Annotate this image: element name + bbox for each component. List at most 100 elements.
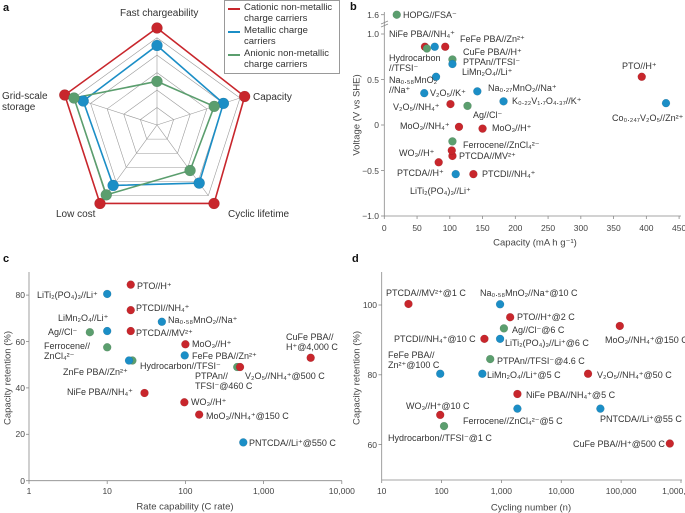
point-label-c: LiMn₂O₄//Li⁺ xyxy=(58,313,109,323)
point-label-c: LiTi₂(PO₄)₃//Li⁺ xyxy=(37,290,98,300)
data-point-b-cationic xyxy=(446,99,455,109)
y-axis-title-d: Capacity retention (%) xyxy=(351,331,363,425)
point-label-b: Hydrocarbon //TFSI⁻ xyxy=(389,53,441,73)
point-label-c: PTPAn// TFSI⁻@460 C xyxy=(195,371,253,391)
y-tick-label-b: 1.6 xyxy=(367,9,379,20)
legend-label: Metallic charge carriers xyxy=(244,25,308,47)
point-label-b: Na₀.₅₈MnO₂ //Na⁺ xyxy=(389,75,438,95)
point-label-b: K₀.₂₂V₁.₇O₄.₃₇//K⁺ xyxy=(512,96,582,106)
radar-point-cationic xyxy=(151,22,163,34)
data-point-d-cationic xyxy=(513,389,522,399)
point-label-d: CuFe PBA//H⁺@500 C xyxy=(573,439,665,449)
data-point-b-anionic xyxy=(448,137,457,146)
x-tick-label-b: 300 xyxy=(573,223,588,233)
point-label-b: LiMn₂O₄//Li⁺ xyxy=(462,67,513,77)
point-label-b: PTCDI//NH₄⁺ xyxy=(482,169,536,179)
data-point-d-anionic xyxy=(499,324,509,333)
point-label-b: PTO//H⁺ xyxy=(622,61,657,71)
y-tick-label-b: 0.5 xyxy=(367,74,379,85)
radar-axis-grid-scale-storage: Grid-scale storage xyxy=(2,91,48,113)
point-label-c: Na₀.₅₈MnO₂//Na⁺ xyxy=(168,315,238,325)
x-tick-label-c: 10,000 xyxy=(328,486,355,496)
radar-point-anionic xyxy=(68,92,80,104)
data-point-b-anionic xyxy=(392,10,401,19)
x-tick-label-b: 250 xyxy=(540,223,556,233)
axis-break-mark xyxy=(380,23,389,28)
radar-grid-ring xyxy=(73,37,241,196)
point-label-c: V₂O₅//NH₄⁺@500 C xyxy=(245,371,325,381)
radar-axis-cyclic-lifetime: Cyclic lifetime xyxy=(228,209,290,220)
x-tick-label-d: 1,000,000 xyxy=(662,486,685,496)
radar-grid-ring xyxy=(106,72,208,168)
data-point-c-cationic xyxy=(140,388,149,398)
y-tick-label-d: 60 xyxy=(367,439,377,450)
y-tick-label-c: 60 xyxy=(15,336,25,347)
x-axis-title-b: Capacity (mA h g⁻¹) xyxy=(493,237,577,249)
point-label-c: MoO₃//H⁺ xyxy=(192,339,232,349)
radar-point-anionic xyxy=(100,189,113,201)
data-point-d-cationic xyxy=(665,439,675,448)
data-point-c-cationic xyxy=(306,353,315,362)
x-tick-label-b: 350 xyxy=(606,223,621,233)
data-point-c-metallic xyxy=(239,438,248,447)
point-label-c: PTCDA//MV²⁺ xyxy=(136,328,193,338)
y-tick-label-c: 0 xyxy=(20,475,25,486)
radar-grid-ring xyxy=(90,54,224,182)
y-tick-label-d: 100 xyxy=(362,300,377,310)
x-tick-label-c: 1,000 xyxy=(252,486,275,496)
y-tick-label-b: −0.5 xyxy=(362,165,379,176)
point-label-c: FeFe PBA//Zn²⁺ xyxy=(192,351,257,361)
legend-label: Anionic non-metallic charge carriers xyxy=(244,48,330,70)
point-label-c: Ag//Cl⁻ xyxy=(48,327,78,337)
point-label-c: ZnFe PBA//Zn²⁺ xyxy=(63,367,128,377)
point-label-b: Co₀.₂₄₇V₂O₅//Zn²⁺ xyxy=(612,113,684,123)
point-label-d: LiMn₂O₄//Li⁺@5 C xyxy=(487,370,561,380)
point-label-b: Ag//Cl⁻ xyxy=(473,110,503,120)
data-point-c-cationic xyxy=(180,398,189,407)
data-point-b-metallic xyxy=(430,42,439,51)
point-label-b: FeFe PBA//Zn²⁺ xyxy=(460,34,525,44)
data-point-c-metallic xyxy=(102,326,112,336)
radar-grid-ring xyxy=(123,89,191,154)
data-point-d-cationic xyxy=(480,334,489,344)
radar-point-metallic xyxy=(151,39,163,52)
x-tick-label-c: 10 xyxy=(102,486,112,496)
legend-item-cationic: Cationic non-metallic charge carriers xyxy=(228,2,336,24)
point-label-d: WO₃//H⁺@10 C xyxy=(406,401,470,411)
legend-item-anionic: Anionic non-metallic charge carriers xyxy=(228,48,336,70)
y-axis-title-c: Capacity retention (%) xyxy=(2,331,14,425)
point-label-c: CuFe PBA// H⁺@4,000 C xyxy=(286,332,338,352)
data-point-d-cationic xyxy=(583,369,593,379)
point-label-b: HOPG//FSA⁻ xyxy=(403,10,457,20)
point-label-b: LiTi₂(PO₄)₃//Li⁺ xyxy=(410,186,471,196)
point-label-d: PTPAn//TFSI⁻@4.6 C xyxy=(497,356,585,366)
radar-point-cationic xyxy=(208,197,220,210)
point-label-b: V₂O₅//K⁺ xyxy=(430,88,466,98)
legend-item-metallic: Metallic charge carriers xyxy=(228,25,336,47)
point-label-b: Na₀.₂₇MnO₂//Na⁺ xyxy=(488,83,557,93)
data-point-b-metallic xyxy=(499,97,508,106)
data-point-c-metallic xyxy=(124,356,134,365)
point-label-c: PTCDI//NH₄⁺ xyxy=(136,303,190,313)
point-label-d: PTCDI//NH₄⁺@10 C xyxy=(394,334,476,344)
data-point-d-metallic xyxy=(435,369,445,379)
point-label-d: PNTCDA//Li⁺@55 C xyxy=(600,414,682,424)
data-point-c-cationic xyxy=(194,410,204,419)
y-tick-label-b: 1.0 xyxy=(367,29,379,39)
radar-point-metallic xyxy=(193,177,205,189)
x-tick-label-d: 10,000 xyxy=(548,486,575,496)
y-axis-title-b: Voltage (V vs SHE) xyxy=(351,74,363,156)
point-label-c: PTO//H⁺ xyxy=(137,281,172,291)
y-tick-label-b: 0 xyxy=(374,120,379,130)
radar-series-metallic xyxy=(82,44,225,187)
radar-grid-ring xyxy=(140,107,174,140)
data-point-c-cationic xyxy=(126,305,135,315)
x-tick-label-c: 100 xyxy=(178,486,193,496)
data-point-b-cationic xyxy=(478,124,487,133)
point-label-d: MoO₃//NH₄⁺@150 C xyxy=(605,335,685,345)
radar-series-cationic xyxy=(63,26,246,205)
y-tick-label-d: 80 xyxy=(367,369,377,380)
x-tick-label-b: 100 xyxy=(442,223,457,233)
x-tick-label-b: 200 xyxy=(508,223,523,233)
